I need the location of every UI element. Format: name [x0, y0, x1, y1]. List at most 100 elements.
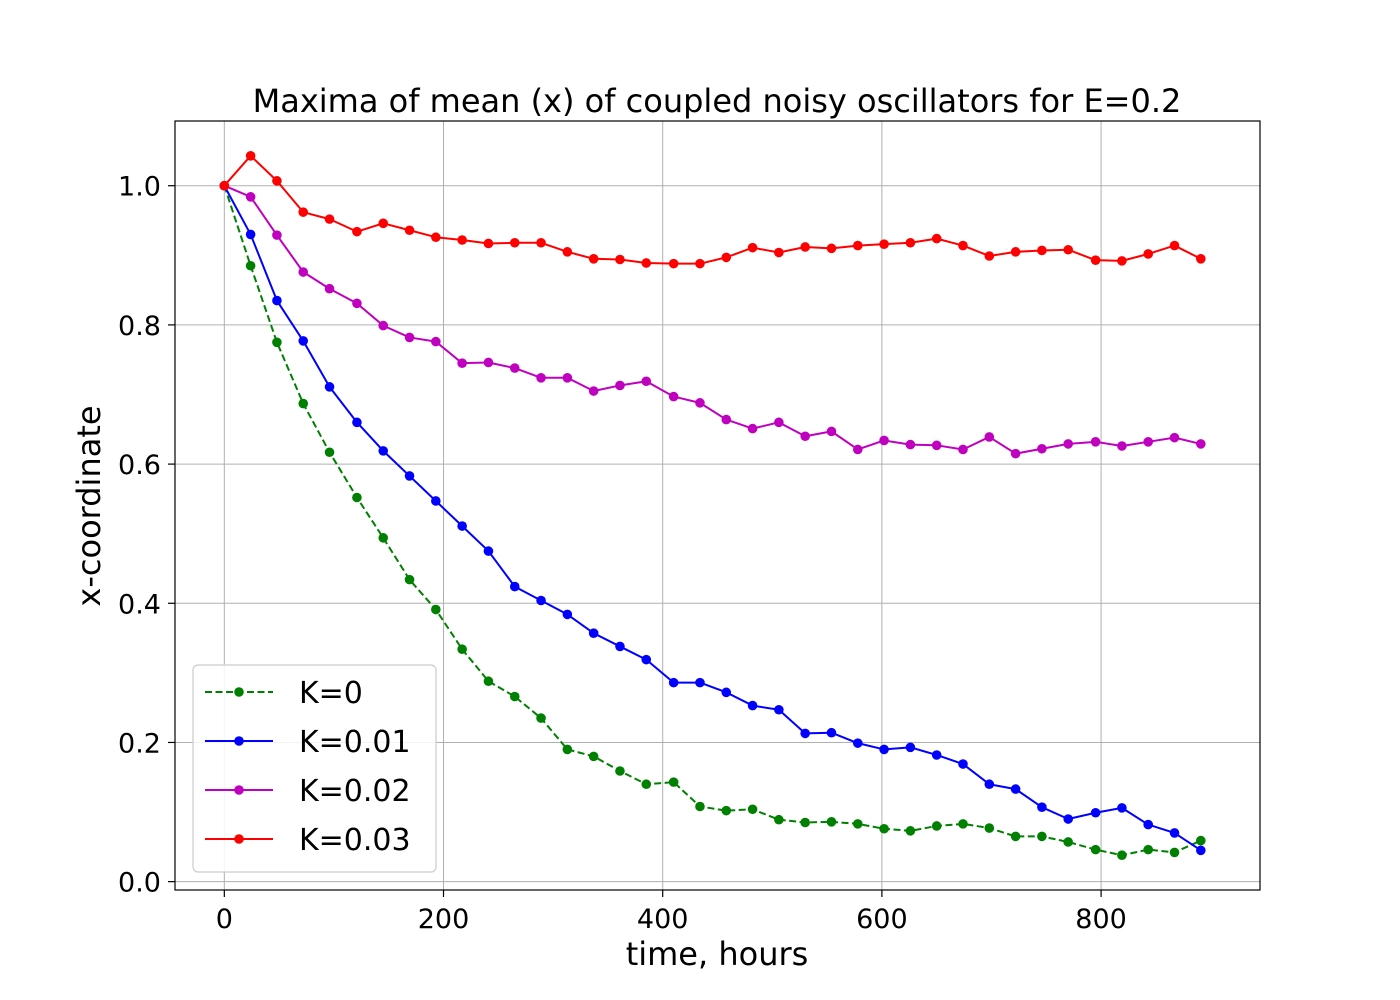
data-point-k-0-01	[431, 496, 441, 506]
data-point-k-0-03	[1063, 244, 1074, 255]
data-point-k-0-01	[879, 744, 889, 755]
data-point-k-0-03	[641, 258, 652, 268]
legend-item-k-0: K=0	[205, 676, 363, 711]
data-point-k-0-02	[588, 386, 599, 396]
data-point-k-0-01	[800, 728, 810, 739]
data-point-k-0-02	[1196, 439, 1206, 449]
data-point-k-0-02	[536, 372, 546, 383]
y-tick-label: 0.8	[118, 311, 161, 342]
data-point-k-0-01	[324, 382, 335, 392]
data-point-k-0-03	[615, 254, 625, 265]
data-point-k-0-03	[826, 243, 837, 254]
y-tick-label: 0.4	[118, 589, 161, 620]
data-point-k-0-01	[272, 295, 282, 306]
data-point-k-0-02	[352, 298, 362, 309]
data-point-k-0	[324, 447, 335, 458]
data-point-k-0-01	[1063, 814, 1074, 824]
data-point-k-0	[457, 644, 467, 655]
data-point-k-0-02	[324, 283, 335, 294]
data-point-k-0	[404, 574, 415, 585]
data-point-k-0-02	[984, 432, 995, 442]
series-line-k-0-03	[223, 154, 1202, 265]
y-tick-label: 0.6	[118, 450, 161, 481]
data-point-k-0-03	[431, 232, 441, 243]
data-point-k-0-03	[404, 225, 415, 236]
data-point-k-0-02	[1143, 437, 1154, 447]
x-tick-label: 600	[856, 904, 908, 935]
data-point-k-0	[352, 492, 362, 503]
legend-box	[192, 664, 437, 873]
series-k-0-02	[219, 180, 1206, 459]
data-point-k-0-01	[378, 446, 389, 456]
data-point-k-0-02	[431, 336, 441, 347]
series-line-k-0	[223, 185, 1202, 857]
data-point-k-0-03	[747, 242, 758, 253]
data-point-k-0-01	[852, 738, 863, 748]
legend-label: K=0.01	[299, 725, 411, 760]
data-point-k-0-03	[800, 242, 810, 252]
data-point-k-0	[958, 819, 968, 829]
data-point-k-0-01	[774, 704, 784, 715]
data-point-k-0	[588, 751, 599, 762]
data-point-k-0-01	[1143, 819, 1154, 830]
data-point-k-0-03	[695, 258, 705, 269]
data-point-k-0-01	[457, 521, 467, 531]
data-point-k-0	[562, 744, 573, 755]
data-point-k-0-03	[1010, 247, 1021, 257]
x-tick-label: 0	[216, 904, 233, 935]
data-point-k-0-02	[1010, 448, 1021, 459]
data-point-k-0-02	[1169, 432, 1180, 443]
data-point-k-0	[668, 777, 679, 787]
data-point-k-0	[931, 821, 942, 831]
series-line-k-0-02	[223, 184, 1202, 455]
series-layer	[219, 150, 1206, 861]
x-axis-title: time, hours	[626, 935, 809, 973]
data-point-k-0-03	[272, 176, 282, 186]
data-point-k-0-02	[378, 320, 389, 331]
data-point-k-0	[852, 819, 863, 829]
data-point-k-0	[1010, 831, 1021, 842]
data-point-k-0-02	[747, 423, 758, 434]
data-point-k-0-03	[984, 251, 995, 261]
data-point-k-0-03	[1196, 253, 1206, 264]
data-point-k-0-01	[1010, 784, 1021, 794]
data-point-k-0-02	[1063, 439, 1074, 449]
data-point-k-0-01	[958, 759, 968, 769]
data-point-k-0-03	[1117, 256, 1127, 266]
data-point-k-0	[1117, 850, 1127, 861]
data-point-k-0-01	[483, 546, 494, 556]
data-point-k-0-02	[721, 414, 732, 425]
legend-marker	[234, 687, 244, 697]
data-point-k-0-03	[588, 253, 599, 264]
y-axis: 0.0 0.2 0.4 0.6 0.8 1.0	[118, 172, 175, 899]
data-point-k-0-03	[298, 207, 309, 217]
legend-item-k-0-02: K=0.02	[205, 774, 411, 809]
data-point-k-0	[298, 398, 309, 409]
data-point-k-0-03	[905, 237, 916, 248]
legend-label: K=0.03	[299, 823, 411, 858]
data-point-k-0-01	[615, 641, 625, 652]
data-point-k-0-02	[457, 358, 467, 368]
data-point-k-0-03	[457, 235, 467, 245]
data-point-k-0-01	[984, 779, 995, 790]
data-point-k-0-03	[562, 247, 573, 257]
data-point-k-0-03	[536, 237, 546, 248]
data-point-k-0	[1090, 844, 1101, 855]
data-point-k-0-02	[272, 230, 282, 240]
data-point-k-0	[1169, 847, 1180, 858]
data-point-k-0	[905, 826, 916, 836]
legend-label: K=0	[299, 676, 363, 711]
data-point-k-0-01	[668, 677, 679, 688]
data-point-k-0-03	[378, 218, 389, 229]
data-point-k-0	[826, 816, 837, 827]
data-point-k-0-01	[695, 677, 705, 688]
data-point-k-0-01	[1117, 803, 1127, 813]
data-point-k-0-02	[695, 398, 705, 408]
data-point-k-0	[1037, 831, 1047, 842]
y-tick-label: 0.0	[118, 868, 161, 899]
series-k-0-01	[219, 180, 1206, 856]
data-point-k-0-03	[879, 239, 889, 249]
data-point-k-0-01	[562, 609, 573, 620]
series-k-0-03	[219, 150, 1206, 269]
